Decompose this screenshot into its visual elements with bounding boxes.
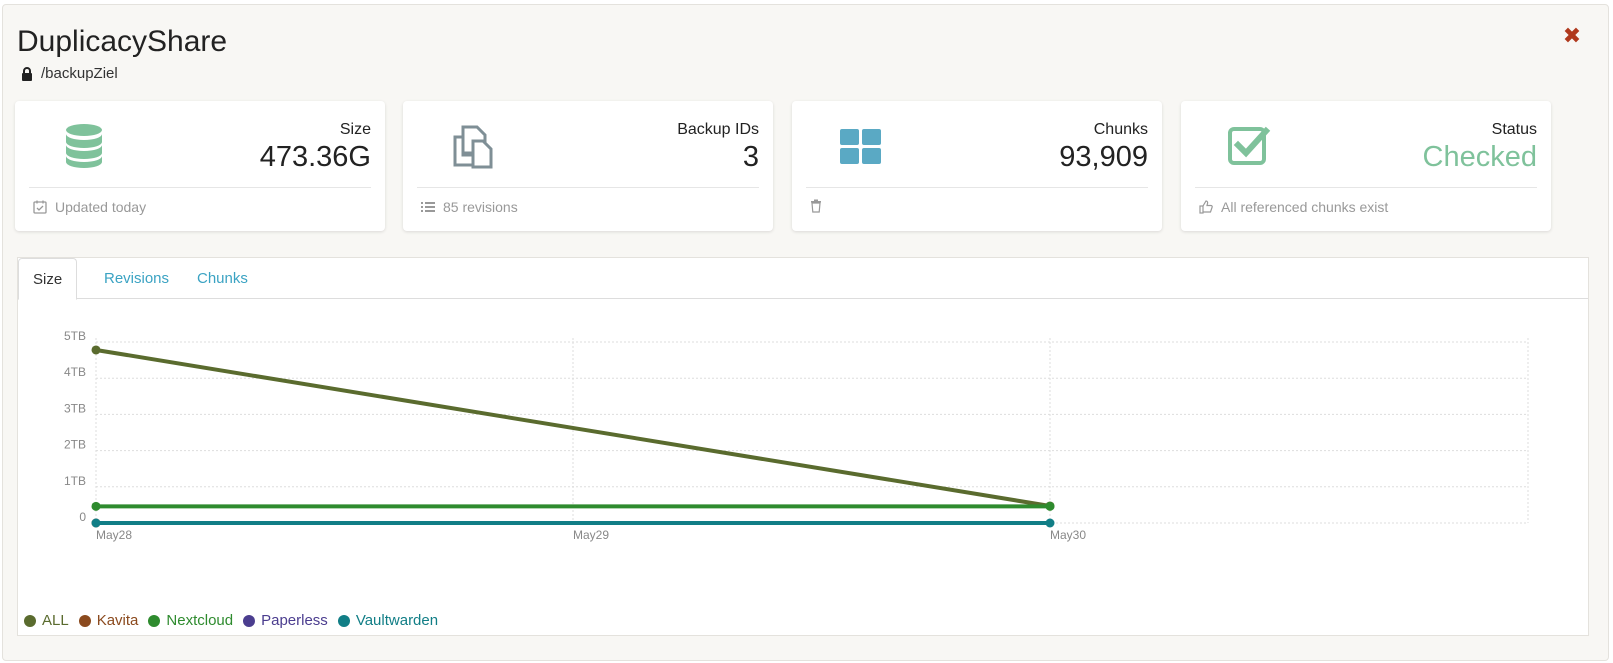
chart-panel: Size Revisions Chunks 0 1TB 2TB 3TB 4TB 5TB Ma… bbox=[17, 257, 1589, 636]
chunks-card: Chunks 93,909 bbox=[792, 101, 1162, 231]
size-footer-text: Updated today bbox=[55, 199, 147, 215]
database-icon bbox=[66, 124, 102, 168]
legend-dot bbox=[243, 614, 256, 627]
storage-path-text: /backupZiel bbox=[41, 65, 118, 82]
y-tick-label: 2TB bbox=[64, 438, 86, 452]
series-line-all bbox=[95, 347, 1051, 508]
legend-label: Paperless bbox=[261, 612, 328, 629]
thumbs-up-icon bbox=[1199, 200, 1213, 214]
series-point-vaultwarden[interactable] bbox=[1045, 518, 1055, 528]
status-value: Checked bbox=[1422, 141, 1537, 173]
card-divider bbox=[1195, 187, 1537, 188]
legend-label: Kavita bbox=[96, 612, 139, 629]
y-tick-label: 0 bbox=[79, 510, 86, 524]
x-tick-label: May29 bbox=[573, 528, 609, 542]
status-label: Status bbox=[1491, 121, 1537, 138]
size-card: Size 473.36G Updated today bbox=[15, 101, 385, 231]
storage-panel: DuplicacyShare /backupZiel ✖ Size 473.36… bbox=[2, 4, 1609, 661]
list-icon bbox=[421, 202, 435, 212]
storage-path: /backupZiel bbox=[21, 65, 118, 82]
size-footer: Updated today bbox=[33, 199, 146, 215]
y-tick-label: 1TB bbox=[64, 474, 86, 488]
legend-item-kavita[interactable]: Kavita bbox=[78, 612, 139, 629]
legend-item-vaultwarden[interactable]: Vaultwarden bbox=[337, 612, 439, 629]
backup-ids-label: Backup IDs bbox=[677, 121, 759, 138]
legend-item-all[interactable]: ALL bbox=[24, 612, 69, 629]
legend-label: Nextcloud bbox=[166, 612, 234, 629]
status-footer: All referenced chunks exist bbox=[1199, 199, 1388, 215]
status-card: Status Checked All referenced chunks exi… bbox=[1181, 101, 1551, 231]
legend-label: Vaultwarden bbox=[355, 612, 439, 629]
legend-dot bbox=[148, 614, 161, 627]
check-square-icon bbox=[1228, 126, 1271, 165]
close-button[interactable]: ✖ bbox=[1562, 23, 1582, 48]
legend-dot bbox=[337, 614, 350, 627]
series-point-nextcloud[interactable] bbox=[91, 501, 101, 511]
card-divider bbox=[417, 187, 759, 188]
trash-icon[interactable] bbox=[810, 199, 822, 213]
chunks-value: 93,909 bbox=[1059, 141, 1148, 173]
status-footer-text: All referenced chunks exist bbox=[1221, 199, 1389, 215]
x-tick-label: May28 bbox=[96, 528, 132, 542]
chunks-footer bbox=[810, 199, 830, 213]
x-tick-label: May30 bbox=[1050, 528, 1086, 542]
lock-icon bbox=[22, 66, 32, 81]
chart-legend: ALL Kavita Nextcloud Paperless Vaultwarden bbox=[24, 612, 448, 629]
card-divider bbox=[806, 187, 1148, 188]
page-title: DuplicacyShare bbox=[17, 25, 228, 58]
chart-tabs: Size Revisions Chunks bbox=[18, 258, 1588, 300]
legend-label: ALL bbox=[42, 612, 69, 629]
size-label: Size bbox=[339, 121, 371, 138]
calendar-check-icon bbox=[33, 200, 47, 214]
backup-ids-footer-text: 85 revisions bbox=[443, 199, 518, 215]
card-divider bbox=[29, 187, 371, 188]
series-point-all[interactable] bbox=[91, 345, 101, 355]
tab-chunks[interactable]: Chunks bbox=[197, 270, 248, 287]
legend-dot bbox=[24, 614, 36, 627]
backup-ids-value: 3 bbox=[742, 141, 759, 173]
backup-ids-footer: 85 revisions bbox=[421, 199, 518, 215]
copy-files-icon bbox=[453, 125, 493, 169]
legend-dot bbox=[78, 614, 91, 627]
y-tick-label: 5TB bbox=[64, 329, 86, 343]
size-line-chart: 0 1TB 2TB 3TB 4TB 5TB May28 May29 May30 bbox=[64, 329, 1529, 542]
grid-icon bbox=[840, 129, 881, 164]
tab-revisions[interactable]: Revisions bbox=[104, 270, 170, 287]
series-point-nextcloud[interactable] bbox=[1045, 501, 1055, 511]
chunks-label: Chunks bbox=[1093, 121, 1148, 138]
series-point-vaultwarden[interactable] bbox=[91, 518, 101, 528]
tab-size[interactable]: Size bbox=[18, 258, 78, 300]
legend-item-nextcloud[interactable]: Nextcloud bbox=[148, 612, 233, 629]
backup-ids-card: Backup IDs 3 85 revisions bbox=[403, 101, 773, 231]
y-tick-label: 3TB bbox=[64, 401, 86, 415]
legend-item-paperless[interactable]: Paperless bbox=[243, 612, 328, 629]
size-value: 473.36G bbox=[259, 141, 371, 173]
y-tick-label: 4TB bbox=[64, 365, 86, 379]
